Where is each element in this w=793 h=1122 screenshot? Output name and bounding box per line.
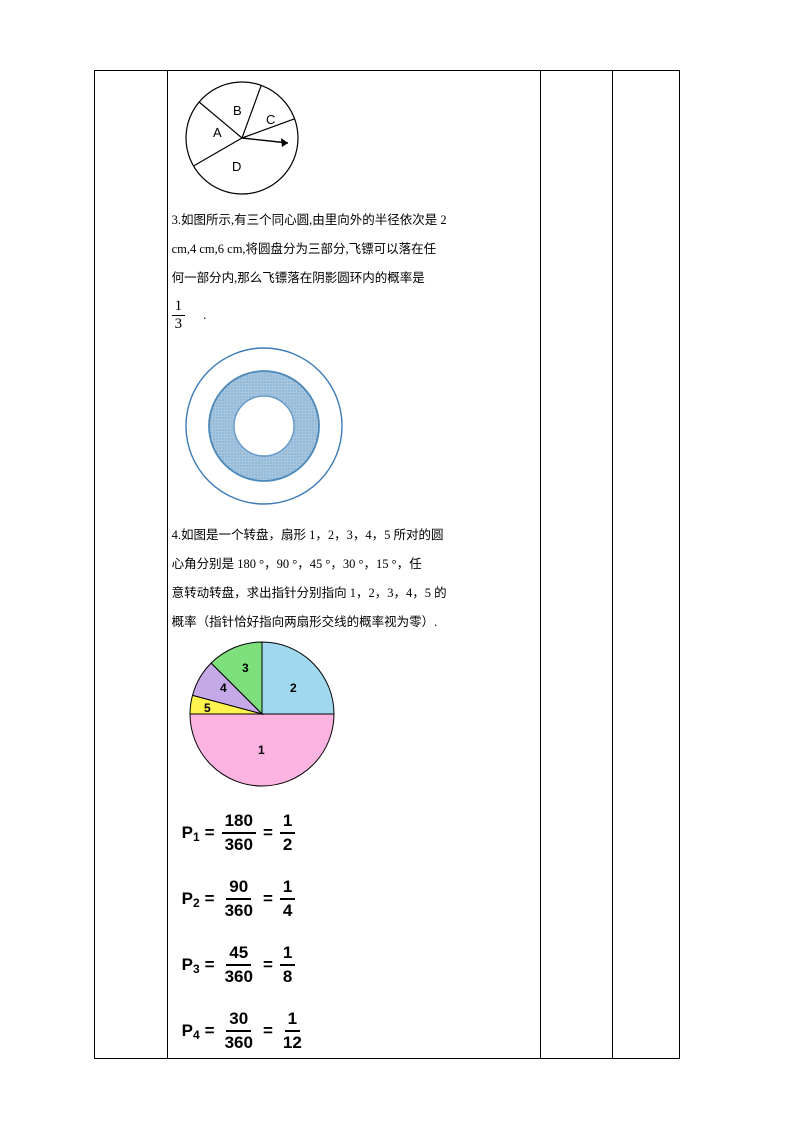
formula-fraction-right: 14	[280, 877, 295, 921]
label-d: D	[232, 159, 241, 174]
spinner-label-1: 1	[258, 743, 265, 757]
equals-sign: =	[205, 823, 215, 843]
label-b: B	[233, 103, 242, 118]
fraction-denominator: 3	[172, 316, 186, 333]
q3-line1: 3.如图所示,有三个同心圆,由里向外的半径依次是 2	[172, 213, 447, 227]
formula-label: P	[182, 955, 193, 975]
label-a: A	[213, 125, 222, 140]
formula-p1: P1 = 180360 = 12	[182, 811, 537, 855]
q3-line3: 何一部分内,那么飞镖落在阴影圆环内的概率是	[172, 271, 425, 285]
q3-period: .	[203, 307, 206, 322]
concentric-circles-diagram	[172, 336, 362, 516]
equals-sign: =	[263, 823, 273, 843]
q3-answer: 1 3 .	[172, 298, 537, 332]
formula-p2: P2 = 90360 = 14	[182, 877, 537, 921]
formula-label: P	[182, 823, 193, 843]
equals-sign: =	[263, 889, 273, 909]
main-table: A B C D 3.如图所示,有三个同心圆,由里向外的半径依次是 2 cm,4 …	[94, 70, 680, 1059]
q3-answer-fraction: 1 3	[172, 298, 186, 332]
formula-fraction-left: 30360	[222, 1009, 256, 1053]
q4-line2: 心角分别是 180 °，90 °，45 °，30 °，15 °，任	[172, 557, 422, 571]
sector-2	[262, 642, 334, 714]
spinner-label-3: 3	[242, 661, 249, 675]
q3-text: 3.如图所示,有三个同心圆,由里向外的半径依次是 2 cm,4 cm,6 cm,…	[172, 206, 537, 292]
formula-fraction-right: 12	[280, 811, 295, 855]
formula-fraction-left: 45360	[222, 943, 256, 987]
equals-sign: =	[263, 1021, 273, 1041]
formula-label: P	[182, 889, 193, 909]
label-c: C	[266, 112, 275, 127]
equals-sign: =	[263, 955, 273, 975]
equals-sign: =	[205, 955, 215, 975]
formula-fraction-right: 112	[280, 1009, 305, 1053]
sector-circle-diagram: A B C D	[172, 76, 312, 201]
spinner-diagram: 1 2 3 4 5	[172, 636, 352, 796]
table-col-3	[541, 71, 613, 1059]
equals-sign: =	[205, 889, 215, 909]
spinner-label-2: 2	[290, 681, 297, 695]
page: A B C D 3.如图所示,有三个同心圆,由里向外的半径依次是 2 cm,4 …	[0, 0, 793, 1122]
formula-sub: 3	[193, 962, 200, 976]
formula-label: P	[182, 1021, 193, 1041]
fraction-numerator: 1	[172, 298, 186, 316]
spinner-label-5: 5	[204, 701, 211, 715]
formula-p3: P3 = 45360 = 18	[182, 943, 537, 987]
formula-fraction-left: 180360	[222, 811, 256, 855]
table-col-4	[612, 71, 679, 1059]
formula-sub: 1	[193, 830, 200, 844]
spinner-label-4: 4	[220, 681, 227, 695]
table-col-1	[95, 71, 168, 1059]
inner-circle	[234, 396, 294, 456]
equals-sign: =	[205, 1021, 215, 1041]
q4-text: 4.如图是一个转盘，扇形 1，2，3，4，5 所对的圆 心角分别是 180 °，…	[172, 521, 537, 636]
q4-line1: 4.如图是一个转盘，扇形 1，2，3，4，5 所对的圆	[172, 528, 444, 542]
q4-line4: 概率（指针恰好指向两扇形交线的概率视为零）.	[172, 615, 438, 629]
formula-sub: 2	[193, 896, 200, 910]
formula-p4: P4 = 30360 = 112	[182, 1009, 537, 1053]
formula-sub: 4	[193, 1028, 200, 1042]
q4-line3: 意转动转盘，求出指针分别指向 1，2，3，4，5 的	[172, 586, 447, 600]
formula-fraction-left: 90360	[222, 877, 256, 921]
formula-fraction-right: 18	[280, 943, 295, 987]
q3-line2: cm,4 cm,6 cm,将圆盘分为三部分,飞镖可以落在任	[172, 242, 437, 256]
table-col-content: A B C D 3.如图所示,有三个同心圆,由里向外的半径依次是 2 cm,4 …	[167, 71, 541, 1059]
